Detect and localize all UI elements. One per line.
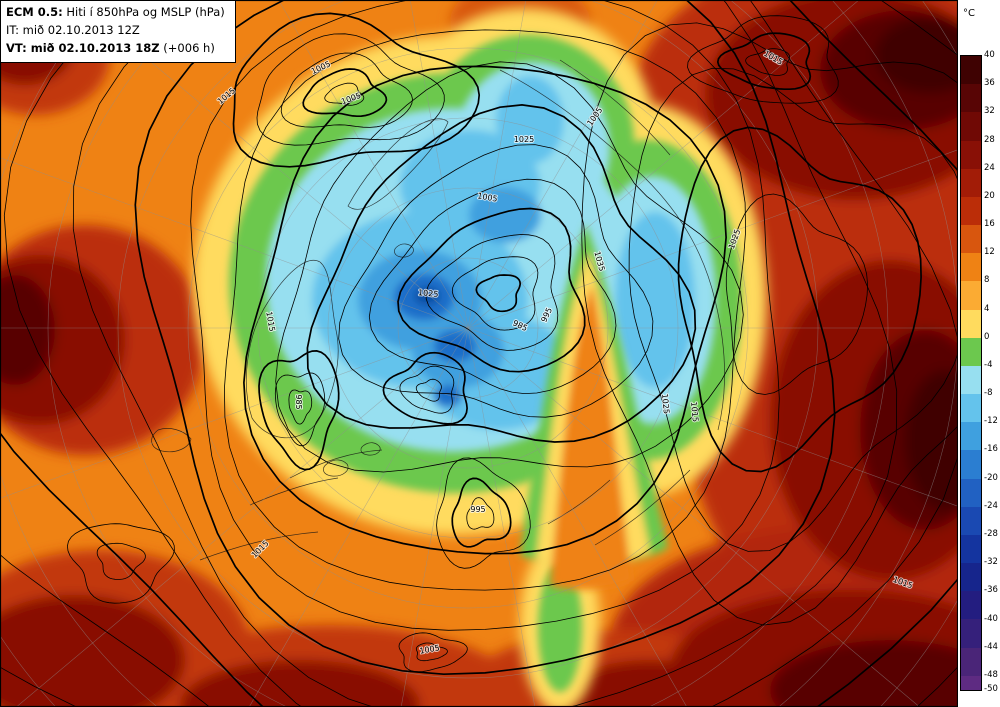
colorbar-tick: 12 xyxy=(984,247,995,258)
colorbar-tick: -44 xyxy=(984,641,998,652)
colorbar-segment xyxy=(961,168,981,197)
colorbar-segment xyxy=(961,591,981,620)
colorbar-segment xyxy=(961,140,981,169)
colorbar-tick: 28 xyxy=(984,134,995,145)
colorbar-segment xyxy=(961,196,981,226)
colorbar-segment xyxy=(961,253,981,282)
map-title: Hiti í 850hPa og MSLP (hPa) xyxy=(62,5,225,19)
colorbar-tick: -28 xyxy=(984,529,998,540)
colorbar-segment xyxy=(961,534,981,564)
valid-line: VT: mið 02.10.2013 18Z (+006 h) xyxy=(6,40,225,58)
colorbar-segment xyxy=(961,56,981,85)
init-time: IT: mið 02.10.2013 12Z xyxy=(6,22,140,37)
colorbar-tick: -50 xyxy=(984,684,998,694)
isobar-label: 1015 xyxy=(689,401,700,422)
colorbar-tick: -8 xyxy=(984,388,993,399)
colorbar-tick: 32 xyxy=(984,106,995,117)
isobar-label: 1025 xyxy=(418,288,439,299)
colorbar-tick: 40 xyxy=(984,50,995,60)
colorbar-segment xyxy=(961,365,981,395)
colorbar-segment xyxy=(961,506,981,535)
forecast-offset: (+006 h) xyxy=(159,40,215,55)
colorbar-unit-label: °C xyxy=(963,8,975,19)
colorbar-segment xyxy=(961,478,981,507)
colorbar-segment xyxy=(961,394,981,423)
temperature-colorbar xyxy=(960,55,982,691)
colorbar-tick: -24 xyxy=(984,500,998,511)
colorbar-segment xyxy=(961,84,981,113)
isobar-label: 1025 xyxy=(514,135,534,144)
colorbar-tick: -20 xyxy=(984,472,998,483)
colorbar-tick: 24 xyxy=(984,162,995,173)
isobar-label: 985 xyxy=(294,394,303,409)
colorbar-tick: -48 xyxy=(984,669,998,680)
colorbar-tick: 20 xyxy=(984,190,995,201)
colorbar-segment xyxy=(961,112,981,141)
colorbar-tick: -16 xyxy=(984,444,998,455)
colorbar-tick: -40 xyxy=(984,613,998,624)
colorbar-tick: -4 xyxy=(984,359,993,370)
colorbar-segment xyxy=(961,619,981,648)
colorbar-segment xyxy=(961,647,981,676)
colorbar-segment xyxy=(961,309,981,338)
colorbar-segment xyxy=(961,422,981,451)
title-line: ECM 0.5: Hiti í 850hPa og MSLP (hPa) xyxy=(6,4,225,22)
colorbar-tick: -12 xyxy=(984,416,998,427)
colorbar-tick: 36 xyxy=(984,78,995,89)
coastline-layer xyxy=(151,59,725,561)
valid-time: VT: mið 02.10.2013 18Z xyxy=(6,40,160,55)
colorbar-panel: °C 40 36 32 28 24 20 16 12 8 4 0 -4 -8 -12 -16 -20 -24 -2… xyxy=(958,0,1000,707)
colorbar-segment xyxy=(961,450,981,479)
map-title-box: ECM 0.5: Hiti í 850hPa og MSLP (hPa) IT:… xyxy=(0,0,236,64)
model-name: ECM 0.5: xyxy=(6,5,63,19)
isobar-label: 1025 xyxy=(660,393,671,414)
colorbar-tick: -32 xyxy=(984,557,998,568)
colorbar-segment xyxy=(961,225,981,254)
colorbar-segment xyxy=(961,337,981,366)
colorbar-tick: -36 xyxy=(984,585,998,596)
colorbar-tick: 8 xyxy=(984,275,990,286)
colorbar-segment xyxy=(961,675,981,690)
colorbar-tick: 0 xyxy=(984,331,990,342)
colorbar-tick: 16 xyxy=(984,219,995,230)
colorbar-segment xyxy=(961,281,981,310)
isobar-label: 995 xyxy=(470,505,485,514)
colorbar-tick: 4 xyxy=(984,303,990,314)
colorbar-segment xyxy=(961,563,981,592)
